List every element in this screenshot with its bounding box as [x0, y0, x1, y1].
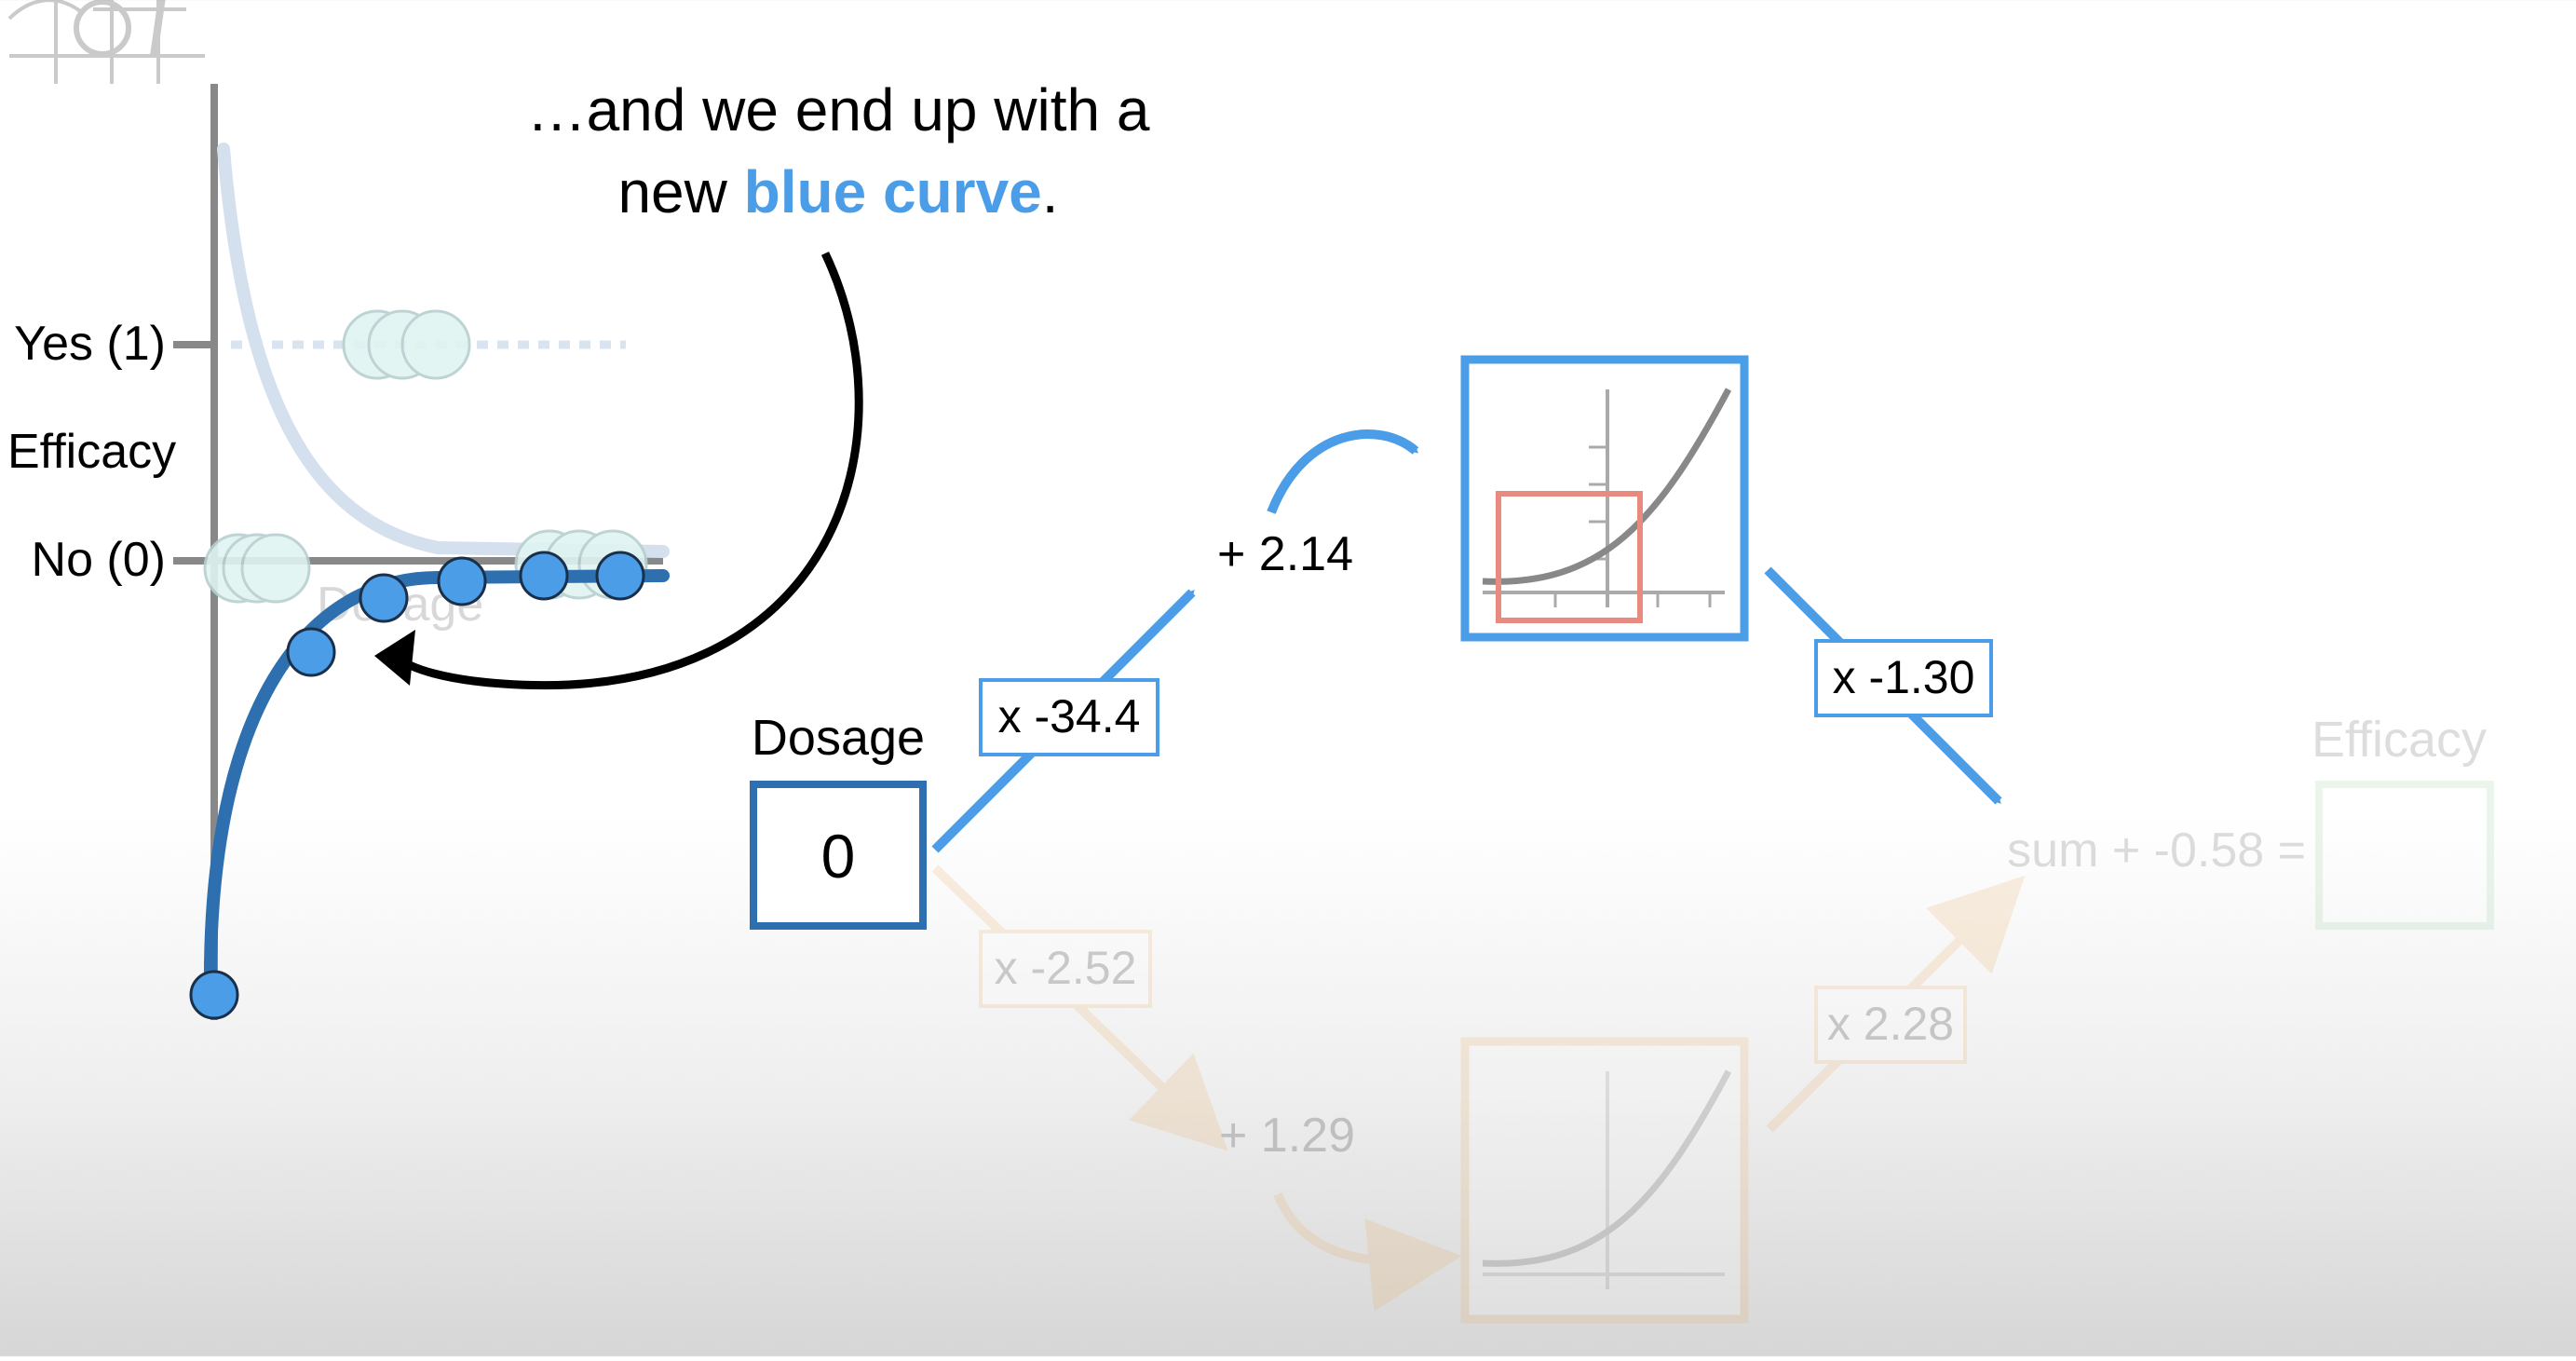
- curve-point: [437, 556, 487, 606]
- top-output-weight-box: [1814, 639, 1993, 717]
- faded-previous-curve: [217, 143, 670, 558]
- bottom-weight-label: x -2.52: [995, 942, 1137, 994]
- top-activation-box: [1460, 355, 1749, 642]
- input-node-box: [750, 781, 927, 930]
- caption-line-1: …and we end up with a: [527, 76, 1150, 143]
- top-bias-arrow: [1267, 429, 1419, 514]
- blue-curve-points: [189, 551, 645, 1020]
- caption-pointer-arrow: [395, 252, 863, 690]
- faded-data-point: [400, 309, 471, 380]
- bottom-bias-arrow: [1273, 1192, 1462, 1312]
- bottom-output-connection: [1766, 875, 2026, 1133]
- network-bottom-path: x -2.52 + 1.29 x 2.28: [931, 864, 2026, 1324]
- top-activation-plot: [1482, 388, 1732, 623]
- network-output: sum + -0.58 = Efficacy: [2007, 712, 2494, 930]
- bottom-output-weight-box: [1814, 986, 1967, 1064]
- caption-line-2: new blue curve.: [617, 158, 1058, 225]
- bottom-activation-box: [1460, 1037, 1749, 1324]
- output-node-box: [2315, 781, 2494, 930]
- y-tick-label-no: No (0): [32, 533, 166, 587]
- y-tick-label-yes: Yes (1): [14, 317, 166, 371]
- top-weight-label: x -34.4: [998, 690, 1141, 742]
- curve-point: [519, 551, 569, 601]
- input-label: Dosage: [752, 710, 925, 766]
- faded-data-points: [203, 309, 648, 604]
- curve-point: [286, 627, 336, 677]
- sum-label: sum + -0.58 =: [2007, 823, 2306, 878]
- y-axis-label: Efficacy: [7, 425, 176, 479]
- bottom-output-weight-label: x 2.28: [1827, 998, 1954, 1050]
- bottom-bias-label: + 1.29: [1219, 1109, 1355, 1163]
- top-output-weight-label: x -1.30: [1833, 651, 1975, 703]
- top-weight-box: [979, 678, 1159, 756]
- bottom-input-connection: [931, 864, 1228, 1151]
- new-blue-curve: [203, 569, 670, 1001]
- network-top-path: Dosage 0 x -34.4 + 2.14 x -1.30: [750, 355, 2002, 930]
- output-label: Efficacy: [2312, 712, 2487, 768]
- input-value: 0: [821, 822, 856, 891]
- bottom-activation-plot: [1482, 1069, 1732, 1289]
- curve-point: [595, 551, 645, 601]
- curve-point: [189, 970, 239, 1020]
- caption-pointer-arrowhead: [374, 630, 415, 686]
- efficacy-graph: Yes (1) Efficacy No (0) Dosage: [7, 84, 670, 1020]
- softplus-curve: [1482, 1069, 1732, 1267]
- bottom-weight-box: [979, 930, 1152, 1008]
- top-bias-label: + 2.14: [1217, 527, 1353, 581]
- caption: …and we end up with a new blue curve.: [374, 76, 1150, 690]
- activation-window: [1496, 491, 1643, 623]
- faded-data-point: [240, 533, 311, 604]
- curve-point: [359, 573, 409, 623]
- softplus-curve: [1482, 388, 1732, 585]
- channel-logo: [7, 0, 205, 84]
